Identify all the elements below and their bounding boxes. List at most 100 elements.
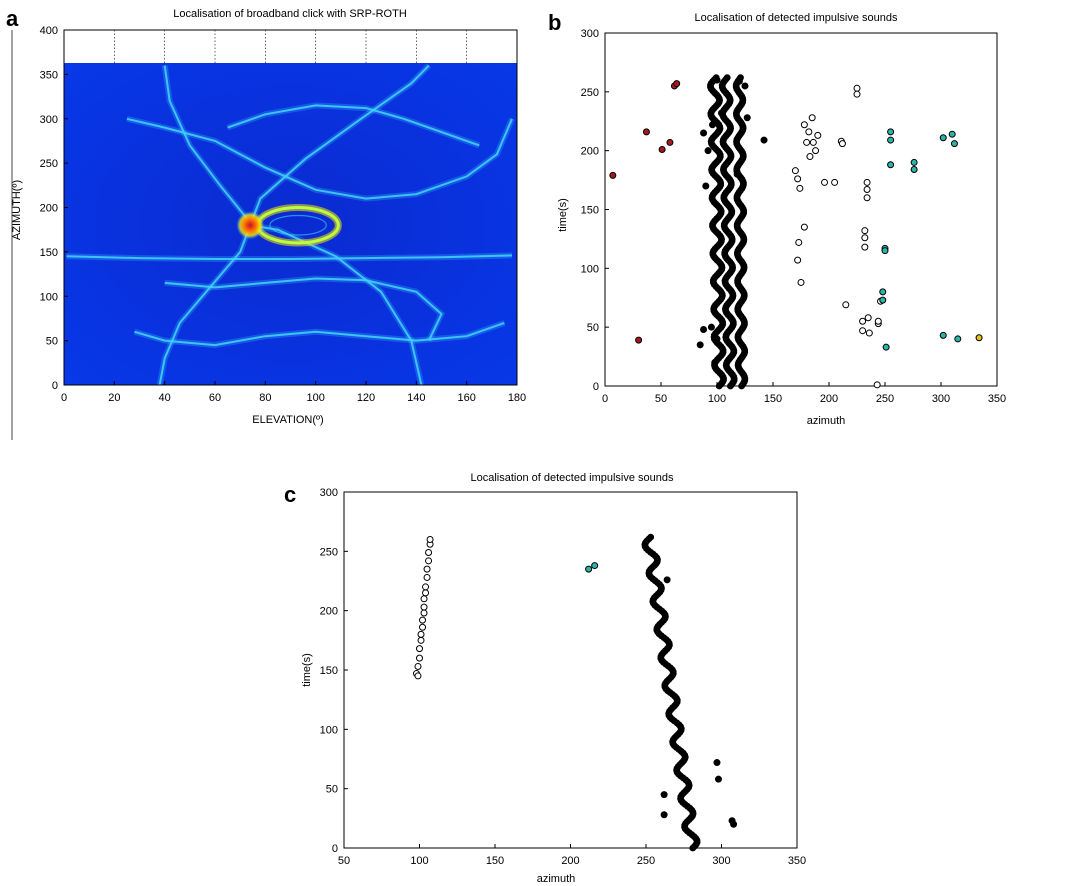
chart-a-xtick-label: 80 (259, 392, 271, 404)
chart-b-point (806, 153, 814, 161)
chart-a-ylabel: AZIMUTH(º) (11, 180, 23, 240)
chart-c-ytick-label: 50 (326, 784, 338, 796)
chart-b-point (635, 336, 643, 344)
chart-b-point (874, 317, 882, 325)
chart-a-trace (164, 277, 443, 342)
chart-a-heatmap (66, 63, 515, 385)
chart-c-ytick-label: 100 (320, 724, 338, 736)
chart-b-point (882, 343, 890, 351)
chart-b-point (713, 335, 721, 343)
chart-b-point (863, 185, 871, 193)
chart-c-ytick-label: 0 (332, 843, 338, 855)
chart-b-point (658, 145, 666, 153)
chart-b-point (704, 147, 712, 155)
chart-c-point (425, 549, 433, 557)
chart-a-ytick-label: 300 (40, 114, 58, 126)
chart-b-point (809, 138, 817, 146)
chart-b-point (711, 358, 719, 366)
chart-b-marks (609, 74, 983, 390)
chart-b-ylabel: time(s) (557, 198, 569, 232)
chart-b-point (666, 138, 674, 146)
chart-a-ellipse-inner (269, 214, 327, 236)
chart-c-xtick-label: 100 (410, 855, 428, 867)
chart-a-xtick-label: 140 (407, 392, 425, 404)
chart-a-heatmap-background (64, 63, 517, 385)
chart-b-ytick-label: 300 (581, 28, 599, 40)
chart-a-trace (134, 321, 505, 347)
chart-b-point (975, 334, 983, 342)
chart-c-xtick-label: 50 (338, 855, 350, 867)
chart-b-point (865, 329, 873, 337)
chart-b-ytick-label: 150 (581, 205, 599, 217)
chart-c-point (660, 791, 668, 799)
chart-b-point (861, 227, 869, 235)
chart-b-point (887, 136, 895, 144)
chart-b-point (808, 114, 816, 122)
chart-c-marks (412, 533, 738, 852)
chart-a-xtick-label: 0 (61, 392, 67, 404)
chart-c-xlabel: azimuth (537, 873, 576, 885)
chart-c-title: Localisation of detected impulsive sound… (470, 472, 674, 484)
chart-b-point (861, 234, 869, 242)
chart-a-ytick-label: 350 (40, 69, 58, 81)
chart-b-point (805, 128, 813, 136)
panel-letter-b: b (548, 10, 561, 35)
chart-c-point (422, 589, 430, 597)
chart-c-xtick-label: 200 (561, 855, 579, 867)
chart-b-point (863, 194, 871, 202)
chart-b-ytick-label: 50 (587, 322, 599, 334)
chart-a-xtick-label: 160 (457, 392, 475, 404)
chart-a-xtick-label: 180 (508, 392, 526, 404)
chart-c-point (713, 759, 721, 767)
chart-b-xtick-label: 100 (708, 393, 726, 405)
chart-b-point (713, 76, 721, 84)
chart-b-point (939, 134, 947, 142)
chart-c-xtick-label: 300 (712, 855, 730, 867)
chart-c-point (419, 623, 427, 631)
chart-b-point (939, 331, 947, 339)
chart-a-trace (227, 104, 480, 147)
chart-b-point (700, 129, 708, 137)
chart-b-point (800, 223, 808, 231)
chart-b-xtick-label: 300 (932, 393, 950, 405)
chart-b-point (707, 323, 715, 331)
chart-b-title: Localisation of detected impulsive sound… (694, 12, 898, 24)
chart-c-ylabel: time(s) (301, 653, 313, 687)
chart-c-point (714, 775, 722, 783)
chart-b-point (794, 175, 802, 183)
chart-c-point (417, 630, 425, 638)
chart-a-ytick-label: 400 (40, 25, 58, 37)
chart-b: Localisation of detected impulsive sound… (557, 12, 1006, 427)
chart-b-point (821, 178, 829, 186)
chart-c-point (417, 636, 425, 644)
chart-b-ytick-label: 200 (581, 146, 599, 158)
chart-b-xtick-label: 50 (655, 393, 667, 405)
chart-c-point (420, 595, 428, 603)
chart-c-point (591, 562, 599, 570)
chart-b-point (879, 288, 887, 296)
chart-b-point (853, 90, 861, 98)
chart-a-trace (66, 254, 513, 260)
chart-b-point (954, 335, 962, 343)
chart-a-xtick-label: 20 (108, 392, 120, 404)
chart-c-frame (343, 491, 798, 849)
chart-c-xtick-label: 250 (637, 855, 655, 867)
chart-b-point (950, 140, 958, 148)
chart-b-point (879, 296, 887, 304)
chart-b-xtick-label: 200 (820, 393, 838, 405)
chart-b-point (700, 326, 708, 334)
chart-b-point (696, 341, 704, 349)
chart-c-point (663, 576, 671, 584)
chart-b-ytick-label: 100 (581, 263, 599, 275)
chart-b-point (795, 238, 803, 246)
chart-b-point (842, 301, 850, 309)
panel-letter-a: a (6, 6, 19, 31)
chart-c-point (730, 820, 738, 828)
chart-b-point (910, 158, 918, 166)
chart-b-point (853, 84, 861, 92)
chart-b-point (859, 317, 867, 325)
chart-c-point (416, 654, 423, 662)
chart-b-point (838, 140, 846, 148)
